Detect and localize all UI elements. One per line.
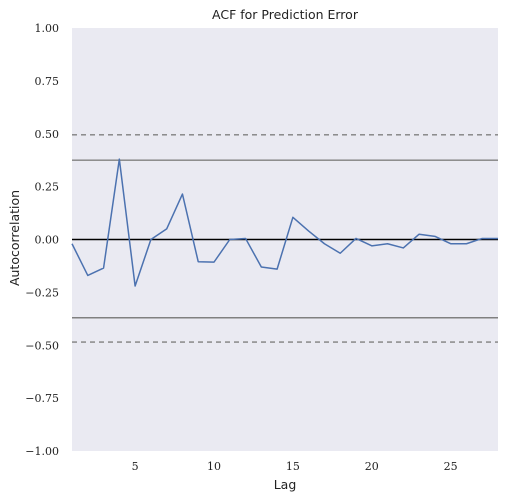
y-tick-label: −0.75 [25,392,59,405]
y-tick-label: 0.50 [35,128,60,141]
reference-lines [72,134,498,343]
y-tick-label: 0.75 [35,75,60,88]
x-tick-label: 10 [207,460,221,473]
x-axis-label: Lag [274,477,297,492]
y-tick-label: 0.00 [35,234,60,247]
y-axis-label: Autocorrelation [7,190,22,286]
acf-series-line [71,158,498,287]
x-tick-label: 25 [444,460,458,473]
series-layer [71,158,499,287]
y-tick-label: −1.00 [25,445,59,458]
x-tick-labels: 5 10 15 20 25 [132,460,458,473]
y-tick-label: 1.00 [35,22,60,35]
y-tick-label: −0.25 [25,286,59,299]
x-tick-label: 15 [286,460,300,473]
y-tick-label: 0.25 [35,181,60,194]
x-tick-label: 5 [132,460,139,473]
x-tick-label: 20 [365,460,379,473]
y-tick-labels: 1.00 0.75 0.50 0.25 0.00 −0.25 −0.50 −0.75 −1.00 [25,22,59,458]
y-tick-label: −0.50 [25,339,59,352]
chart-title: ACF for Prediction Error [212,7,359,22]
